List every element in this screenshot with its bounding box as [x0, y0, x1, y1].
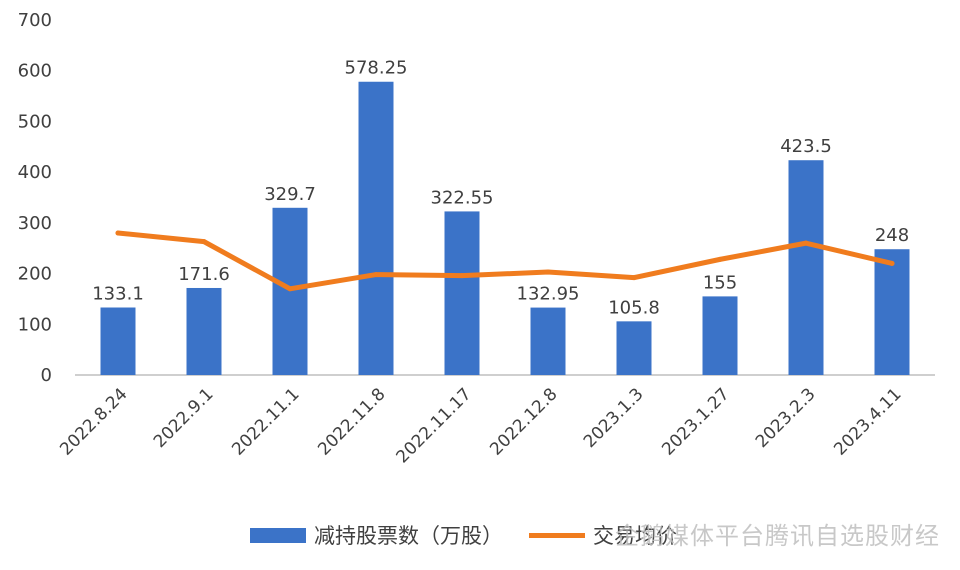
y-tick-label: 500: [18, 111, 52, 132]
bar: [186, 287, 222, 375]
bar: [702, 296, 738, 375]
watermark: 企鹅媒体平台腾讯自选股财经: [615, 522, 940, 550]
bar: [358, 81, 394, 376]
line-point: [545, 269, 551, 275]
bar-data-label: 133.1: [92, 283, 144, 304]
legend-label-line: 交易均价: [593, 524, 677, 548]
legend-label-bar: 减持股票数（万股）: [314, 524, 503, 548]
price-line: [115, 230, 895, 292]
legend-item-bar: 减持股票数（万股）: [250, 520, 503, 550]
line-series: [115, 230, 895, 292]
x-tick-label: 2023.1.27: [658, 384, 733, 459]
x-tick-label: 2023.4.11: [830, 384, 905, 459]
bar: [272, 207, 308, 375]
y-tick-label: 400: [18, 162, 52, 183]
y-tick-label: 700: [18, 10, 52, 31]
line-point: [459, 273, 465, 279]
bar-data-label: 322.55: [431, 187, 494, 208]
bar-data-label: 105.8: [608, 297, 660, 318]
line-point: [373, 272, 379, 278]
bar-data-label: 248: [875, 225, 909, 246]
x-tick-label: 2022.8.24: [56, 384, 131, 459]
bar-data-label: 171.6: [178, 264, 230, 285]
line-point: [717, 256, 723, 262]
y-tick-label: 100: [18, 314, 52, 335]
bar-data-label: 155: [703, 272, 737, 293]
bar: [874, 249, 910, 375]
line-point: [631, 275, 637, 281]
legend-swatch-bar: [250, 527, 306, 543]
x-tick-label: 2023.1.3: [580, 384, 648, 452]
line-point: [803, 240, 809, 246]
y-tick-label: 200: [18, 264, 52, 285]
x-tick-label: 2022.11.8: [314, 384, 389, 459]
x-tick-label: 2022.11.1: [228, 384, 303, 459]
bar: [444, 211, 480, 375]
legend: 减持股票数（万股） 交易均价: [250, 520, 703, 550]
line-point: [287, 286, 293, 292]
x-tick-label: 2023.2.3: [752, 384, 820, 452]
y-tick-label: 0: [41, 365, 52, 386]
y-axis: 0 100 200 300 400 500 600 700: [18, 10, 52, 386]
y-tick-label: 600: [18, 61, 52, 82]
x-axis: 2022.8.24 2022.9.1 2022.11.1 2022.11.8 2022.…: [56, 374, 935, 467]
x-tick-label: 2022.12.8: [486, 384, 561, 459]
combo-chart: 0 100 200 300 400 500 600 700 2022.8.24 2022.9.1…: [18, 10, 935, 467]
x-tick-label: 2022.9.1: [150, 384, 218, 452]
bar-data-label: 329.7: [264, 184, 316, 205]
bar-data-label: 578.25: [345, 58, 408, 79]
bar: [100, 307, 136, 375]
bar: [788, 160, 824, 375]
line-point: [889, 260, 895, 266]
bar: [530, 307, 566, 375]
y-tick-label: 300: [18, 213, 52, 234]
legend-swatch-line: [529, 532, 585, 538]
data-labels: 133.1 171.6 329.7 578.25 322.55 132.95 105.8 15…: [92, 58, 909, 319]
bar-data-label: 423.5: [780, 136, 832, 157]
legend-item-line: 交易均价: [529, 520, 677, 550]
x-tick-label: 2022.11.17: [393, 384, 476, 467]
bar: [616, 321, 652, 375]
bar-series: [100, 81, 910, 376]
line-point: [115, 230, 121, 236]
bar-data-label: 132.95: [517, 284, 580, 305]
line-point: [201, 239, 207, 245]
